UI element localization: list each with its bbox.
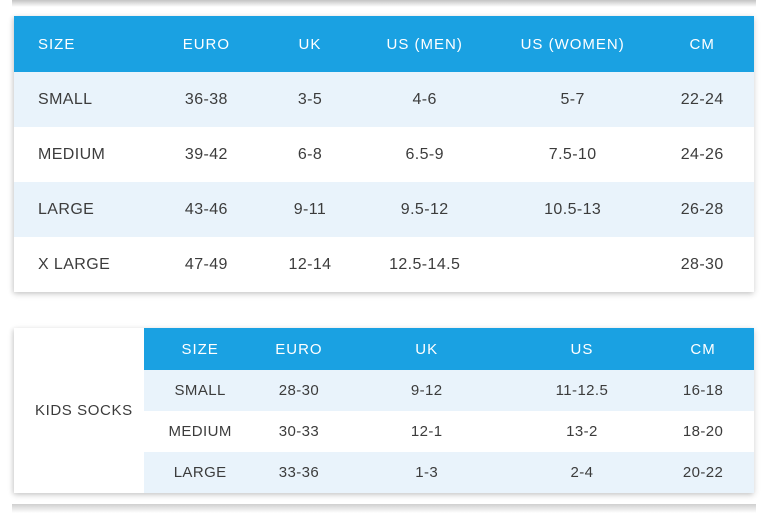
table-cell: 3-5 [265, 72, 355, 127]
row-label: SMALL [14, 72, 148, 127]
table-cell: 6.5-9 [354, 127, 495, 182]
column-header-us: US [511, 328, 653, 370]
table-row-medium: MEDIUM 30-33 12-1 13-2 18-20 [144, 411, 754, 452]
table-cell: 24-26 [650, 127, 754, 182]
adult-size-table: SIZE EURO UK US (MEN) US (WOMEN) CM SMAL… [14, 16, 754, 292]
table-cell: 7.5-10 [494, 127, 651, 182]
table-cell: 43-46 [147, 182, 266, 237]
bottom-edge-shadow [12, 504, 756, 513]
table-cell: 10.5-13 [494, 182, 651, 237]
column-header-cm: CM [650, 16, 754, 72]
table-cell: 4-6 [354, 72, 495, 127]
table-cell: 36-38 [147, 72, 266, 127]
table-cell: 9-12 [341, 370, 512, 411]
column-header-size: SIZE [14, 16, 148, 72]
table-cell: 6-8 [265, 127, 355, 182]
adult-size-chart: SIZE EURO UK US (MEN) US (WOMEN) CM SMAL… [14, 16, 754, 292]
kids-size-chart: KIDS SOCKS SIZE EURO UK US CM SMALL 28-3… [14, 328, 754, 493]
table-cell: 39-42 [147, 127, 266, 182]
table-cell: 18-20 [652, 411, 754, 452]
table-row-large: LARGE 43-46 9-11 9.5-12 10.5-13 26-28 [14, 182, 754, 237]
table-cell [494, 237, 651, 292]
table-cell: 12.5-14.5 [354, 237, 495, 292]
table-cell: 9-11 [265, 182, 355, 237]
row-label: LARGE [14, 182, 148, 237]
table-cell: 16-18 [652, 370, 754, 411]
column-header-size: SIZE [144, 328, 257, 370]
column-header-cm: CM [652, 328, 754, 370]
row-label: X LARGE [14, 237, 148, 292]
table-row-medium: MEDIUM 39-42 6-8 6.5-9 7.5-10 24-26 [14, 127, 754, 182]
table-cell: 20-22 [652, 452, 754, 493]
row-label: MEDIUM [14, 127, 148, 182]
table-cell: 9.5-12 [354, 182, 495, 237]
column-header-us-men: US (MEN) [354, 16, 495, 72]
kids-header-row: SIZE EURO UK US CM [144, 328, 754, 370]
table-row-xlarge: X LARGE 47-49 12-14 12.5-14.5 28-30 [14, 237, 754, 292]
table-cell: 33-36 [256, 452, 342, 493]
table-cell: 12-14 [265, 237, 355, 292]
column-header-uk: UK [341, 328, 512, 370]
table-cell: 1-3 [341, 452, 512, 493]
adult-header-row: SIZE EURO UK US (MEN) US (WOMEN) CM [14, 16, 754, 72]
table-cell: 26-28 [650, 182, 754, 237]
table-cell: 12-1 [341, 411, 512, 452]
table-cell: 2-4 [511, 452, 653, 493]
row-label: SMALL [144, 370, 257, 411]
top-edge-shadow [12, 0, 756, 7]
column-header-us-women: US (WOMEN) [494, 16, 651, 72]
kids-socks-label: KIDS SOCKS [14, 328, 144, 493]
table-cell: 11-12.5 [511, 370, 653, 411]
table-row-small: SMALL 28-30 9-12 11-12.5 16-18 [144, 370, 754, 411]
table-cell: 22-24 [650, 72, 754, 127]
column-header-euro: EURO [147, 16, 266, 72]
table-cell: 28-30 [650, 237, 754, 292]
row-label: LARGE [144, 452, 257, 493]
table-cell: 13-2 [511, 411, 653, 452]
row-label: MEDIUM [144, 411, 257, 452]
column-header-uk: UK [265, 16, 355, 72]
table-row-large: LARGE 33-36 1-3 2-4 20-22 [144, 452, 754, 493]
table-row-small: SMALL 36-38 3-5 4-6 5-7 22-24 [14, 72, 754, 127]
table-cell: 28-30 [256, 370, 342, 411]
table-cell: 30-33 [256, 411, 342, 452]
table-cell: 5-7 [494, 72, 651, 127]
kids-size-table: SIZE EURO UK US CM SMALL 28-30 9-12 11-1… [144, 328, 754, 493]
column-header-euro: EURO [256, 328, 342, 370]
table-cell: 47-49 [147, 237, 266, 292]
